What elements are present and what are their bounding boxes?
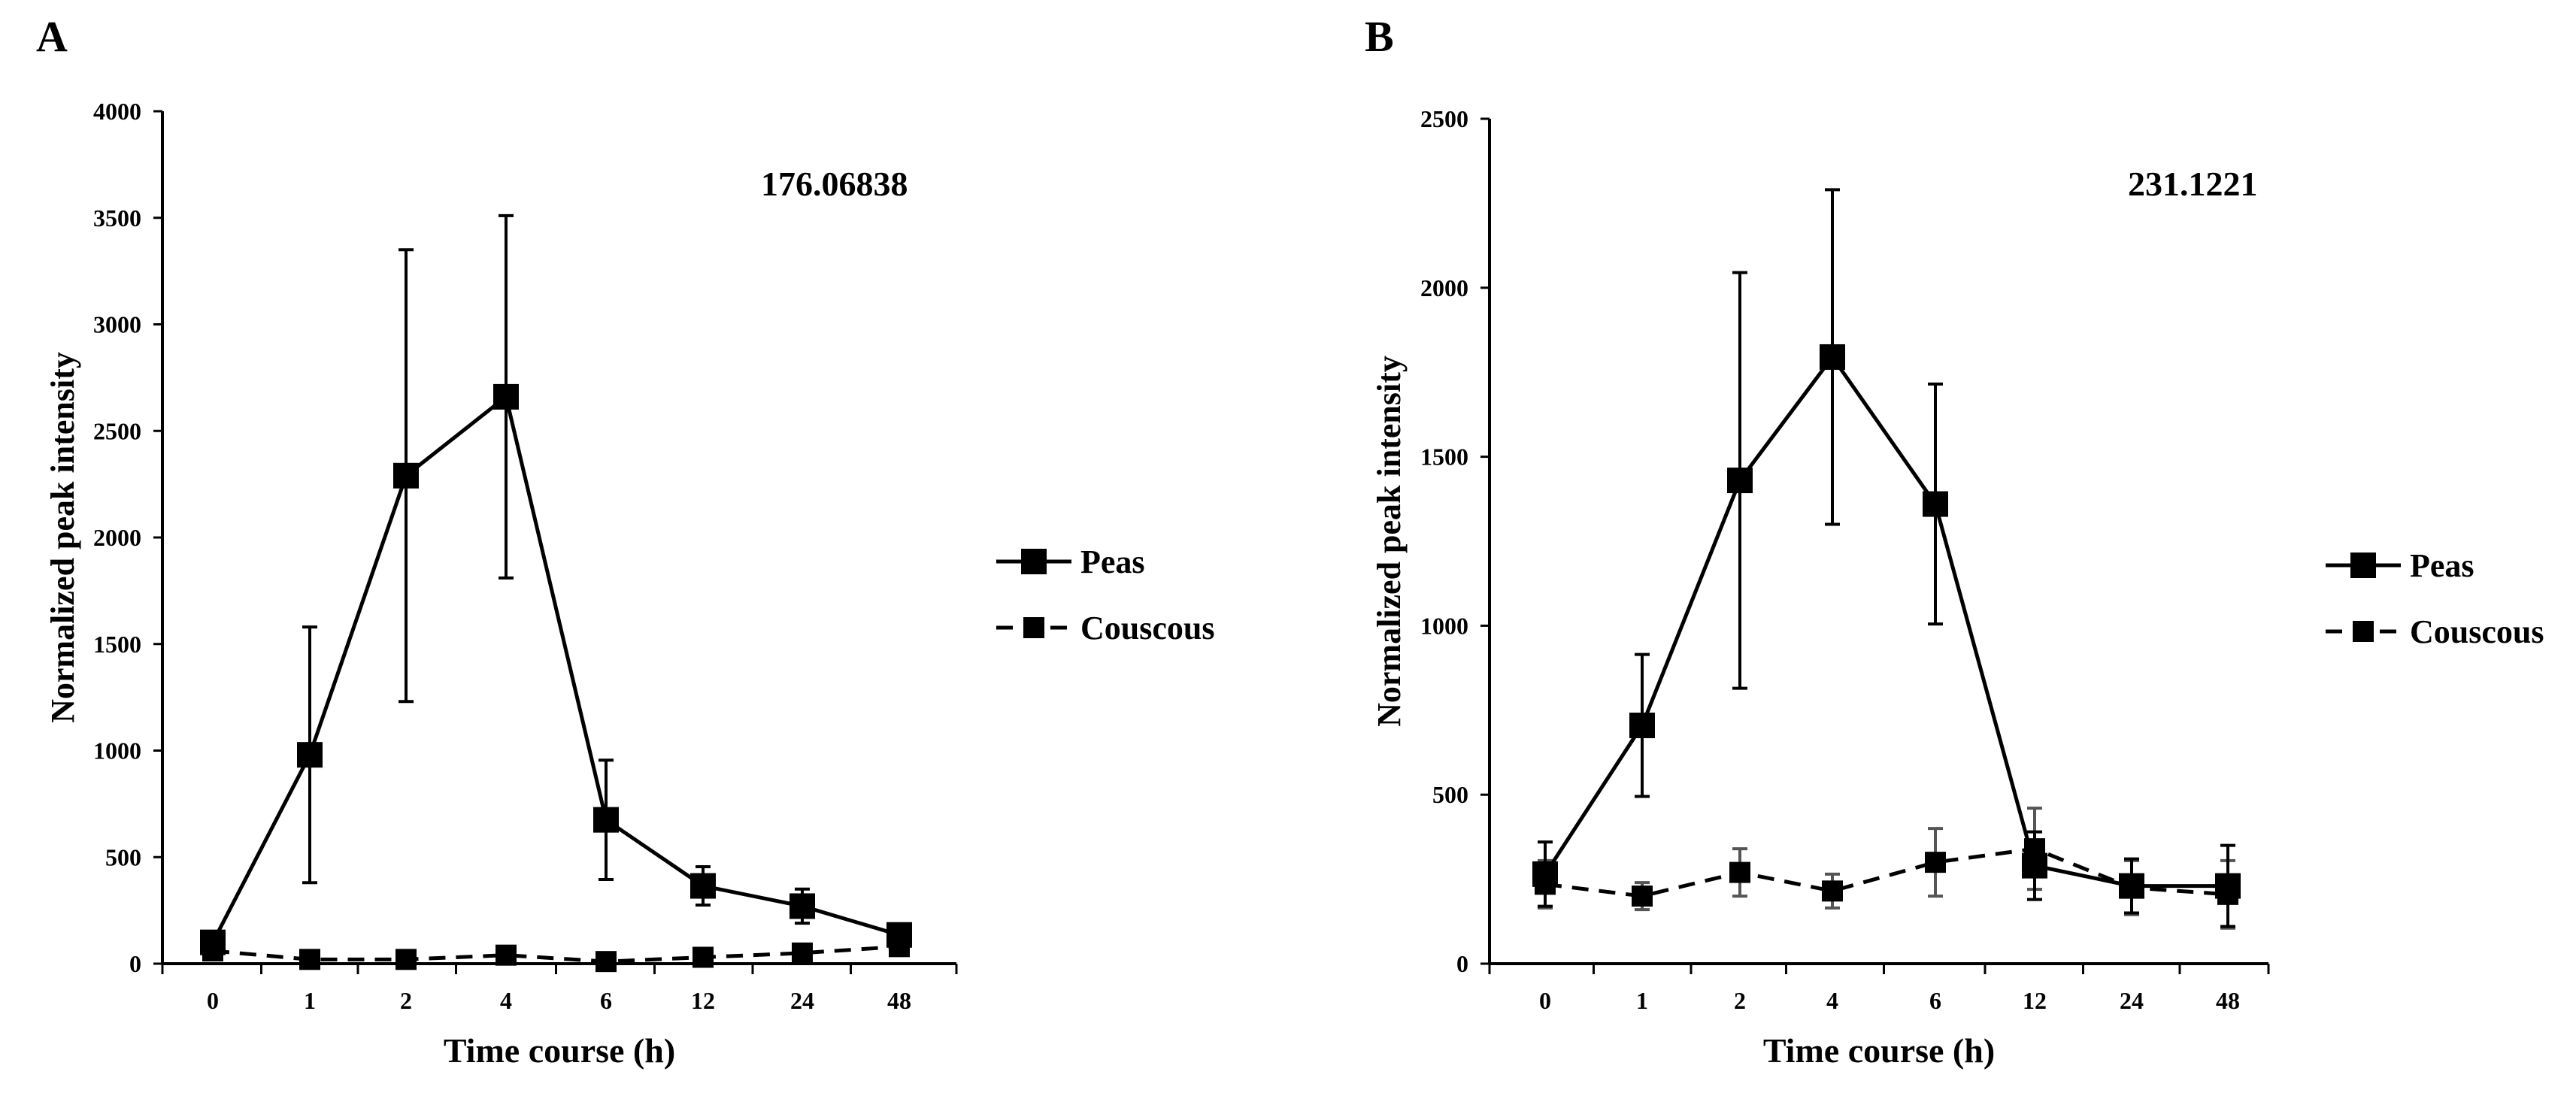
data-point — [1822, 880, 1843, 902]
legend-marker — [2353, 621, 2374, 642]
y-tick-label: 1500 — [93, 631, 141, 658]
legend-item-peas: Peas — [2326, 547, 2474, 584]
data-point — [886, 922, 912, 948]
series-peas — [200, 213, 912, 955]
data-point — [792, 942, 813, 964]
y-tick-label: 3500 — [93, 204, 141, 232]
legend-item-couscous: Couscous — [2326, 613, 2544, 650]
data-point — [1532, 861, 1558, 887]
legend-label: Peas — [1080, 543, 1145, 580]
data-point — [2022, 852, 2047, 879]
x-tick-label: 48 — [887, 987, 911, 1014]
y-tick-label: 1000 — [1420, 612, 1468, 639]
data-point — [1925, 852, 1946, 873]
x-tick-label: 6 — [1929, 987, 1941, 1014]
x-tick-label: 4 — [500, 987, 512, 1014]
legend-marker — [1023, 617, 1044, 638]
data-point — [496, 944, 517, 966]
y-tick-label: 2000 — [93, 524, 141, 551]
data-point — [299, 949, 320, 970]
x-tick-label: 12 — [691, 987, 715, 1014]
data-point — [395, 949, 417, 970]
series-line — [1543, 353, 2228, 889]
x-tick-label: 24 — [2120, 987, 2144, 1014]
y-tick-label: 1000 — [93, 737, 141, 764]
x-tick-label: 1 — [304, 987, 316, 1014]
data-point — [596, 951, 617, 973]
data-point — [493, 383, 519, 410]
x-axis-title: Time course (h) — [444, 1031, 675, 1070]
y-tick-label: 2000 — [1420, 274, 1468, 301]
panel-label: A — [36, 12, 68, 61]
series-line — [211, 393, 900, 943]
x-tick-label: 6 — [600, 987, 612, 1014]
series-line — [212, 944, 900, 964]
y-tick-label: 1500 — [1420, 444, 1468, 471]
series-peas — [1532, 188, 2241, 928]
data-point — [690, 873, 716, 899]
data-point — [200, 929, 226, 955]
y-tick-label: 2500 — [93, 417, 141, 444]
y-tick-label: 500 — [105, 843, 141, 870]
y-axis-title: Normalized peak intensity — [44, 352, 81, 723]
data-point — [2215, 873, 2241, 899]
y-tick-label: 4000 — [93, 98, 141, 125]
x-tick-label: 0 — [207, 987, 219, 1014]
legend-item-peas: Peas — [996, 543, 1145, 580]
y-tick-label: 0 — [1456, 950, 1468, 977]
data-point — [1923, 491, 1948, 517]
mz-annotation: 176.06838 — [761, 165, 908, 203]
data-point — [297, 742, 323, 768]
x-tick-label: 48 — [2216, 987, 2240, 1014]
y-tick-label: 2500 — [1420, 105, 1468, 132]
x-tick-label: 1 — [1636, 987, 1648, 1014]
data-point — [1729, 861, 1750, 883]
x-tick-label: 2 — [400, 987, 412, 1014]
x-tick-label: 12 — [2023, 987, 2047, 1014]
mz-annotation: 231.1221 — [2128, 165, 2258, 203]
legend-label: Peas — [2410, 547, 2474, 584]
y-axis-title: Normalized peak intensity — [1371, 356, 1408, 727]
x-tick-label: 0 — [1539, 987, 1551, 1014]
panel-label: B — [1365, 12, 1394, 61]
data-point — [1629, 713, 1655, 739]
y-tick-label: 0 — [129, 950, 141, 977]
legend-item-couscous: Couscous — [996, 610, 1215, 646]
data-point — [789, 893, 815, 919]
x-tick-label: 4 — [1826, 987, 1838, 1014]
legend-marker — [1021, 549, 1047, 574]
y-tick-label: 3000 — [93, 311, 141, 338]
legend-label: Couscous — [2410, 613, 2544, 650]
data-point — [2119, 873, 2144, 899]
legend-marker — [2350, 552, 2376, 578]
data-point — [393, 462, 419, 489]
x-axis-title: Time course (h) — [1763, 1031, 1995, 1070]
data-point — [593, 807, 619, 833]
x-tick-label: 24 — [790, 987, 814, 1014]
data-point — [1727, 468, 1753, 494]
legend-label: Couscous — [1080, 610, 1215, 646]
data-point — [692, 946, 714, 968]
data-point — [1632, 886, 1653, 907]
series-line — [1544, 846, 2229, 898]
y-tick-label: 500 — [1432, 781, 1468, 808]
data-point — [1820, 344, 1845, 370]
x-tick-label: 2 — [1734, 987, 1746, 1014]
